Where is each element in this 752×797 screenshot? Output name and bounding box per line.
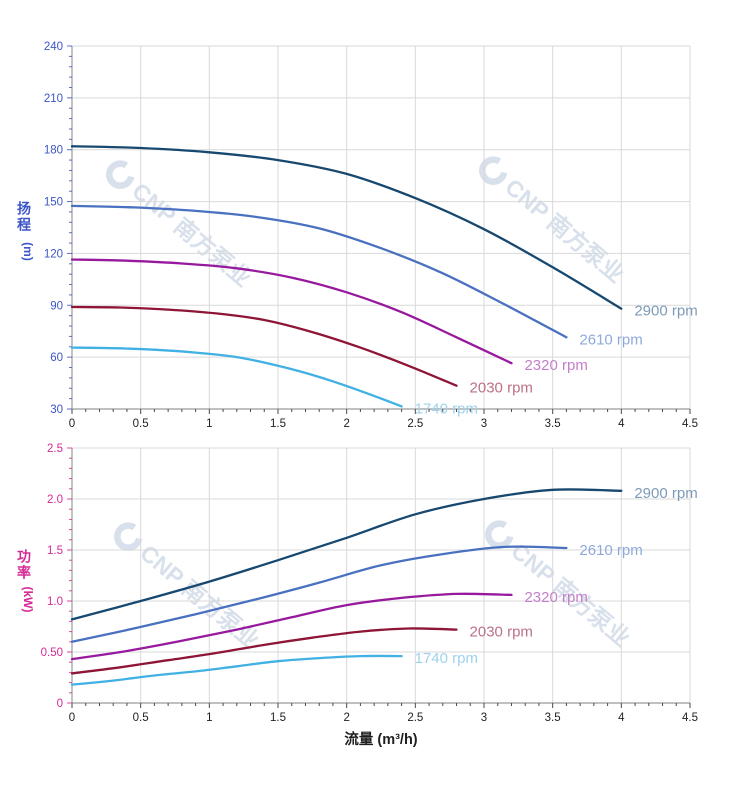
y-tick-label: 0.50 (41, 647, 63, 659)
y-tick-label: 1.0 (47, 596, 63, 608)
x-tick-label: 3 (481, 712, 487, 724)
x-tick-label: 2 (343, 418, 349, 430)
x-tick-label: 0 (69, 418, 75, 430)
x-tick-label: 2 (343, 712, 349, 724)
x-tick-label: 0 (69, 712, 75, 724)
watermark-text: CNP 南方泵业 (127, 178, 256, 292)
curve-label-2900-rpm: 2900 rpm (634, 485, 697, 502)
y-tick-label: 150 (44, 197, 63, 209)
curve-2320-rpm (70, 592, 513, 661)
x-tick-label: 4.5 (682, 712, 698, 724)
brand-watermark: CNP 南方泵业 (479, 156, 629, 288)
curve-2030-rpm (70, 305, 458, 387)
x-tick-label: 3.5 (545, 418, 561, 430)
x-tick-label: 4 (618, 712, 625, 724)
x-tick-label: 1.5 (270, 418, 286, 430)
y-axis-unit: (kW) (21, 587, 35, 613)
y-axis-title: 功 (17, 549, 31, 565)
y-tick-label: 60 (50, 352, 63, 364)
y-axis-unit: (m) (21, 242, 35, 261)
curve-label-2030-rpm: 2030 rpm (470, 624, 533, 641)
curve-2610-rpm (70, 204, 568, 339)
y-tick-label: 240 (44, 41, 63, 53)
y-tick-label: 1.5 (47, 545, 63, 557)
x-tick-label: 4.5 (682, 418, 698, 430)
y-tick-label: 120 (44, 248, 63, 260)
brand-watermark: CNP 南方泵业 (114, 522, 264, 654)
y-tick-label: 210 (44, 93, 63, 105)
x-tick-label: 3.5 (545, 712, 561, 724)
y-axis-title: 率 (17, 565, 31, 581)
watermark-text: CNP 南方泵业 (500, 174, 629, 288)
watermark-logo-icon (106, 160, 135, 189)
curve-2610-rpm (70, 545, 568, 643)
watermark-logo-icon (485, 520, 514, 549)
y-tick-label: 180 (44, 145, 63, 157)
x-axis-title: 流量 (m³/h) (344, 730, 417, 748)
curve-label-2610-rpm: 2610 rpm (579, 542, 642, 559)
y-axis-title: 扬 (17, 201, 31, 217)
y-tick-label: 0 (57, 698, 63, 710)
curve-label-1740-rpm: 1740 rpm (415, 400, 478, 417)
curve-1740-rpm (70, 654, 403, 686)
curve-2320-rpm (70, 258, 513, 365)
x-tick-label: 1 (206, 712, 212, 724)
curve-label-2610-rpm: 2610 rpm (579, 331, 642, 348)
watermark-logo-icon (114, 522, 143, 551)
brand-watermark: CNP 南方泵业 (106, 160, 256, 292)
curve-2900-rpm (70, 145, 623, 310)
x-tick-label: 4 (618, 418, 625, 430)
curve-label-2030-rpm: 2030 rpm (470, 380, 533, 397)
x-tick-label: 2.5 (407, 712, 423, 724)
curve-label-2320-rpm: 2320 rpm (524, 589, 587, 606)
x-tick-label: 3 (481, 418, 487, 430)
curve-2030-rpm (70, 627, 458, 675)
y-axis-title: 程 (17, 217, 31, 233)
y-tick-label: 90 (50, 300, 63, 312)
y-tick-label: 2.0 (47, 494, 63, 506)
x-tick-label: 0.5 (133, 418, 149, 430)
x-tick-label: 1 (206, 418, 212, 430)
curve-1740-rpm (70, 346, 403, 408)
y-tick-label: 30 (50, 404, 63, 416)
head-curve-chart: CNP 南方泵业 CNP 南方泵业 0 0.5 1 1.5 2 2.5 3 3.5 4 4.5 30 60… (17, 41, 698, 430)
y-tick-label: 2.5 (47, 443, 63, 455)
curve-label-2320-rpm: 2320 rpm (524, 357, 587, 374)
x-tick-label: 2.5 (407, 418, 423, 430)
x-tick-label: 1.5 (270, 712, 286, 724)
curve-label-1740-rpm: 1740 rpm (415, 650, 478, 667)
curve-label-2900-rpm: 2900 rpm (634, 303, 697, 320)
curve-2900-rpm (70, 488, 623, 621)
x-tick-label: 0.5 (133, 712, 149, 724)
